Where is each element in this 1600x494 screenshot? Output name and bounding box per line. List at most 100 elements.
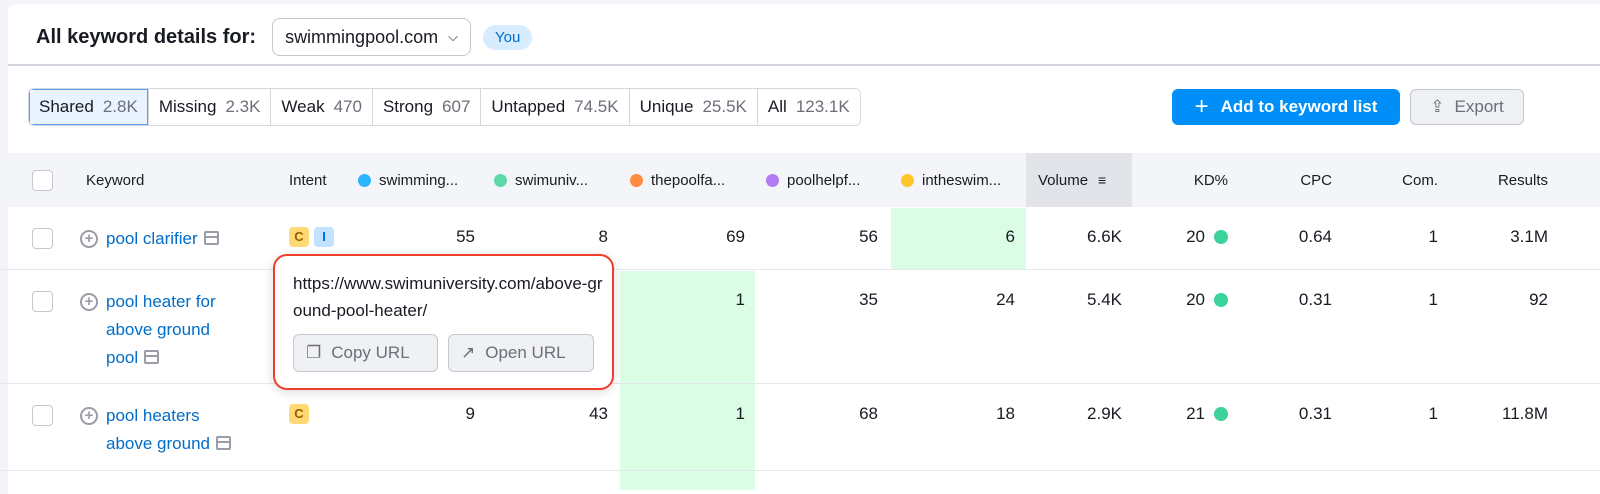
tab-count: 74.5K [574, 97, 619, 116]
kd-number: 20 [1186, 290, 1205, 309]
add-keyword-icon[interactable]: + [80, 407, 98, 425]
col-intent[interactable]: Intent [289, 171, 327, 189]
domain-position[interactable]: 69 [726, 227, 745, 246]
tab-label: Unique [639, 97, 694, 116]
tab-all[interactable]: All 123.1K [757, 89, 860, 125]
open-url-button[interactable]: ↗ Open URL [448, 334, 594, 372]
kd-indicator-icon [1214, 230, 1228, 244]
domain-name: swimming... [379, 171, 459, 189]
col-domain[interactable]: poolhelpf... [766, 153, 860, 207]
plus-icon: + [1194, 93, 1209, 120]
domain-color-dot [494, 173, 507, 187]
keyword-link[interactable]: pool heater for above ground pool [106, 288, 246, 372]
domain-position[interactable]: 1 [735, 404, 745, 423]
serp-icon[interactable] [203, 231, 219, 245]
col-domain[interactable]: intheswim... [901, 153, 1001, 207]
external-link-icon: ↗ [461, 343, 476, 362]
domain-position[interactable]: 8 [598, 227, 608, 246]
col-keyword[interactable]: Keyword [86, 171, 145, 189]
domain-position[interactable]: 9 [465, 404, 475, 423]
domain-position[interactable]: 68 [859, 404, 878, 423]
col-volume[interactable]: Volume ≡ [1026, 153, 1132, 207]
add-keyword-icon[interactable]: + [80, 230, 98, 248]
cpc-value: 0.31 [1298, 290, 1332, 309]
tab-missing[interactable]: Missing 2.3K [148, 89, 272, 125]
highlight-cell [891, 208, 1026, 270]
domain-position[interactable]: 6 [1005, 227, 1015, 246]
keyword-text: pool heater for above ground pool [106, 292, 216, 367]
export-button[interactable]: ⇪ Export [1410, 89, 1524, 125]
domain-position[interactable]: 55 [456, 227, 475, 246]
kd-value: 20 [1128, 227, 1228, 247]
domain-name: poolhelpf... [787, 171, 861, 189]
sort-icon: ≡ [1098, 172, 1107, 188]
domain-value: swimmingpool.com [285, 26, 439, 47]
col-domain[interactable]: swimuniv... [494, 153, 588, 207]
add-keyword-icon[interactable]: + [80, 293, 98, 311]
com-value: 1 [1428, 227, 1438, 246]
keyword-text: pool heaters above ground [106, 406, 210, 453]
domain-color-dot [630, 173, 643, 187]
tab-untapped[interactable]: Untapped 74.5K [481, 89, 630, 125]
tab-label: Untapped [491, 97, 566, 116]
tab-unique[interactable]: Unique 25.5K [629, 89, 758, 125]
divider [8, 64, 1600, 66]
col-cpc[interactable]: CPC [1300, 171, 1332, 189]
add-label: Add to keyword list [1220, 97, 1378, 116]
tooltip-url: https://www.swimuniversity.com/above-gro… [293, 274, 603, 320]
upload-icon: ⇪ [1430, 97, 1445, 116]
page-title: All keyword details for: [36, 25, 257, 48]
tab-label: Weak [281, 97, 325, 116]
col-volume-label: Volume [1038, 171, 1089, 189]
kd-value: 20 [1128, 290, 1228, 310]
kd-number: 21 [1186, 404, 1205, 423]
tab-strong[interactable]: Strong 607 [372, 89, 482, 125]
tab-shared[interactable]: Shared 2.8K [29, 89, 149, 125]
col-domain[interactable]: swimming... [358, 153, 458, 207]
table-header: Keyword Intent swimming... swimuniv... the… [0, 153, 1600, 207]
copy-label: Copy URL [331, 343, 410, 362]
kd-value: 21 [1128, 404, 1228, 424]
keyword-link[interactable]: pool clarifier [106, 225, 246, 253]
domain-select[interactable]: swimmingpool.com ⌵ [272, 18, 471, 56]
filter-tabs: Shared 2.8K Missing 2.3K Weak 470 Strong 607… [28, 88, 861, 126]
col-kd[interactable]: KD% [1193, 171, 1228, 189]
com-value: 1 [1428, 290, 1438, 309]
tab-label: Missing [158, 97, 217, 116]
com-value: 1 [1428, 404, 1438, 423]
kd-number: 20 [1186, 227, 1205, 246]
kd-indicator-icon [1214, 407, 1228, 421]
tab-count: 470 [333, 97, 362, 116]
select-all-checkbox[interactable] [32, 170, 53, 191]
tab-label: All [767, 97, 787, 116]
tab-label: Shared [39, 97, 94, 116]
results-value: 3.1M [1510, 227, 1548, 246]
copy-url-button[interactable]: ❐ Copy URL [293, 334, 438, 372]
domain-position[interactable]: 1 [735, 290, 745, 309]
tab-weak[interactable]: Weak 470 [271, 89, 373, 125]
domain-position[interactable]: 56 [859, 227, 878, 246]
add-to-keyword-list-button[interactable]: + Add to keyword list [1172, 89, 1400, 125]
open-label: Open URL [485, 343, 566, 362]
col-domain[interactable]: thepoolfa... [630, 153, 725, 207]
domain-position[interactable]: 24 [996, 290, 1015, 309]
domain-color-dot [358, 173, 371, 187]
serp-icon[interactable] [144, 350, 160, 364]
domain-position[interactable]: 43 [589, 404, 608, 423]
row-checkbox[interactable] [32, 291, 53, 312]
kd-indicator-icon [1214, 293, 1228, 307]
row-checkbox[interactable] [32, 405, 53, 426]
tab-count: 123.1K [795, 97, 850, 116]
cpc-value: 0.31 [1298, 404, 1332, 423]
serp-icon[interactable] [215, 436, 231, 450]
domain-name: swimuniv... [515, 171, 589, 189]
domain-position[interactable]: 18 [996, 404, 1015, 423]
keyword-details-panel: All keyword details for: swimmingpool.co… [8, 4, 1600, 494]
col-com[interactable]: Com. [1402, 171, 1438, 189]
col-results[interactable]: Results [1497, 171, 1548, 189]
domain-name: intheswim... [922, 171, 1002, 189]
keyword-link[interactable]: pool heaters above ground [106, 402, 246, 458]
row-checkbox[interactable] [32, 228, 53, 249]
domain-position[interactable]: 35 [859, 290, 878, 309]
